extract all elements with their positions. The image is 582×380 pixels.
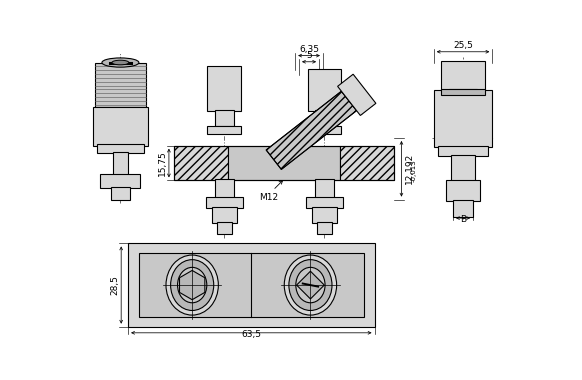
Polygon shape xyxy=(338,74,376,116)
Bar xyxy=(438,146,488,156)
Text: 15,75: 15,75 xyxy=(158,150,168,176)
Text: 28,5: 28,5 xyxy=(111,275,120,295)
Bar xyxy=(174,146,394,180)
Ellipse shape xyxy=(171,260,214,310)
Bar xyxy=(113,152,128,175)
Bar xyxy=(215,179,233,200)
Bar xyxy=(111,187,130,200)
Bar xyxy=(312,207,337,223)
Bar xyxy=(95,63,146,107)
Ellipse shape xyxy=(178,268,207,303)
Text: 5: 5 xyxy=(306,51,312,60)
Bar xyxy=(139,253,364,317)
Ellipse shape xyxy=(102,58,139,67)
Bar xyxy=(442,61,485,90)
Bar xyxy=(450,155,475,181)
Ellipse shape xyxy=(284,255,336,315)
Text: B: B xyxy=(460,215,466,224)
Bar xyxy=(217,222,232,234)
Ellipse shape xyxy=(296,268,325,303)
Polygon shape xyxy=(297,271,324,299)
Ellipse shape xyxy=(112,60,129,65)
Bar xyxy=(446,180,480,201)
Bar xyxy=(97,144,144,154)
Bar xyxy=(128,244,374,327)
Bar xyxy=(306,197,343,208)
Bar xyxy=(315,179,333,200)
Bar xyxy=(434,90,492,147)
Bar xyxy=(215,109,233,127)
Bar xyxy=(100,174,140,188)
Text: 63,5: 63,5 xyxy=(242,330,261,339)
Bar xyxy=(340,146,394,180)
Bar xyxy=(315,109,333,127)
Bar xyxy=(307,69,342,111)
Bar xyxy=(307,127,342,134)
Bar xyxy=(449,89,477,100)
Bar xyxy=(228,146,340,180)
Text: M12: M12 xyxy=(260,193,279,202)
Ellipse shape xyxy=(289,260,332,310)
Bar xyxy=(206,197,243,208)
Text: 12,192: 12,192 xyxy=(404,153,414,184)
Bar xyxy=(207,66,242,111)
Polygon shape xyxy=(179,271,205,300)
Text: 6,35: 6,35 xyxy=(299,45,319,54)
Bar xyxy=(174,146,228,180)
Text: 25,5: 25,5 xyxy=(453,41,473,50)
Bar xyxy=(207,127,242,134)
Bar xyxy=(93,107,148,146)
Bar xyxy=(317,222,332,234)
Ellipse shape xyxy=(166,255,218,315)
Text: -0,013: -0,013 xyxy=(411,159,417,182)
Bar xyxy=(212,207,237,223)
Bar xyxy=(442,89,485,95)
Polygon shape xyxy=(266,91,357,169)
Bar xyxy=(453,200,473,217)
